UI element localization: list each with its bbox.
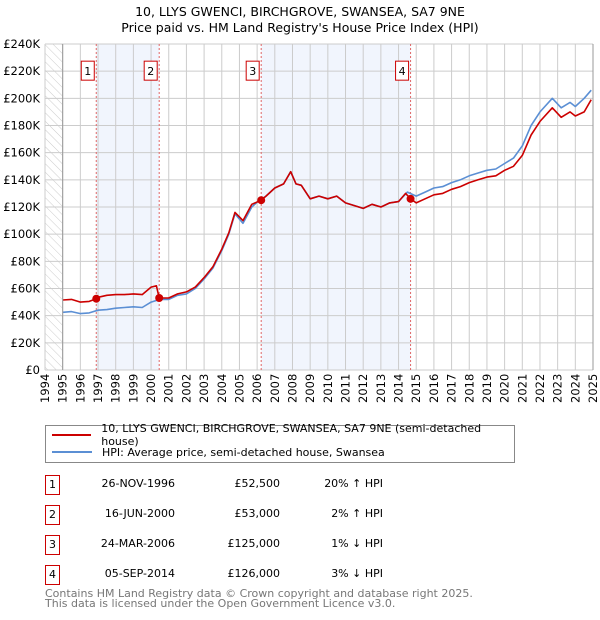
- chart-title: 10, LLYS GWENCI, BIRCHGROVE, SWANSEA, SA…: [135, 4, 465, 19]
- sale-label-box: [80, 60, 95, 81]
- x-tick-label: 2007: [268, 374, 282, 403]
- table-row: 3 24-MAR-2006 £125,000 1% ↓ HPI: [45, 535, 445, 555]
- transaction-number: 4: [45, 565, 60, 585]
- table-row: 4 05-SEP-2014 £126,000 3% ↓ HPI: [45, 565, 445, 585]
- sale-point: [406, 194, 415, 203]
- x-tick-label: 2001: [162, 374, 176, 403]
- transaction-hpi: 1% ↓ HPI: [331, 537, 383, 550]
- transaction-date: 24-MAR-2006: [100, 537, 175, 550]
- sale-label-number: 3: [249, 65, 256, 78]
- transaction-price: £52,500: [234, 477, 281, 490]
- x-tick-label: 2019: [480, 374, 494, 403]
- price-paid-line: [62, 99, 592, 303]
- transaction-price: £125,000: [227, 537, 281, 550]
- y-tick-label: £60K: [11, 282, 41, 296]
- transaction-number: 3: [45, 535, 60, 555]
- price-chart: 1994 1995 1996 1997 1998 1999 2000 2001 2002 2003…: [3, 37, 600, 403]
- x-tick-label: 2018: [462, 374, 476, 403]
- x-tick-label: 2008: [285, 374, 299, 403]
- legend-swatch-red: [52, 434, 92, 436]
- transaction-date: 16-JUN-2000: [104, 507, 175, 520]
- sale-label-number: 4: [399, 65, 406, 78]
- x-tick-label: 1999: [126, 374, 140, 403]
- x-tick-label: 2009: [303, 374, 317, 403]
- footer-copyright: Contains HM Land Registry data © Crown c…: [45, 587, 473, 600]
- x-tick-label: 2003: [197, 374, 211, 403]
- x-tick-label: 2013: [374, 374, 388, 403]
- x-tick-label: 1996: [73, 374, 87, 403]
- x-tick-label: 2004: [215, 374, 229, 403]
- x-tick-label: 2015: [409, 374, 423, 403]
- y-tick-label: £80K: [11, 254, 41, 268]
- transaction-hpi: 2% ↑ HPI: [331, 507, 383, 520]
- x-tick-label: 2017: [445, 374, 459, 403]
- legend-label: HPI: Average price, semi-detached house,…: [102, 445, 385, 459]
- x-tick-label: 2012: [356, 374, 370, 403]
- x-tick-label: 2005: [232, 374, 246, 403]
- x-tick-label: 2023: [551, 374, 565, 403]
- transaction-number: 1: [45, 475, 60, 495]
- x-tick-label: 1997: [91, 374, 105, 403]
- y-tick-label: £40K: [11, 309, 41, 323]
- x-tick-label: 2006: [250, 374, 264, 403]
- x-tick-label: 2002: [179, 374, 193, 403]
- sale-label-number: 2: [147, 65, 154, 78]
- transaction-hpi: 3% ↓ HPI: [331, 567, 383, 580]
- legend: 10, LLYS GWENCI, BIRCHGROVE, SWANSEA, SA…: [45, 422, 515, 463]
- transaction-date: 05-SEP-2014: [104, 567, 175, 580]
- sale-label-box: [245, 60, 260, 81]
- transaction-hpi: 20% ↑ HPI: [324, 477, 383, 490]
- sale-label-box: [143, 60, 158, 81]
- x-tick-label: 1998: [109, 374, 123, 403]
- sale-point: [92, 294, 101, 303]
- transaction-price: £126,000: [227, 567, 281, 580]
- y-tick-label: £140K: [3, 173, 40, 187]
- x-tick-label: 2000: [144, 374, 158, 403]
- legend-item-hpi: HPI: Average price, semi-detached house,…: [52, 444, 385, 460]
- sale-label-box: [395, 60, 410, 81]
- legend-item-price-paid: 10, LLYS GWENCI, BIRCHGROVE, SWANSEA, SA…: [52, 422, 514, 448]
- y-tick-label: £20K: [11, 336, 41, 350]
- table-row: 2 16-JUN-2000 £53,000 2% ↑ HPI: [45, 505, 445, 525]
- y-tick-label: £100K: [3, 227, 40, 241]
- x-tick-label: 1994: [38, 374, 52, 403]
- x-tick-label: 2022: [533, 374, 547, 403]
- x-tick-label: 2024: [568, 374, 582, 403]
- y-tick-label: £120K: [3, 200, 40, 214]
- legend-swatch-blue: [52, 451, 92, 453]
- sale-label-number: 1: [84, 65, 91, 78]
- table-row: 1 26-NOV-1996 £52,500 20% ↑ HPI: [45, 475, 445, 495]
- x-tick-label: 2021: [515, 374, 529, 403]
- x-tick-label: 2016: [427, 374, 441, 403]
- y-tick-label: £200K: [3, 91, 40, 105]
- transaction-date: 26-NOV-1996: [101, 477, 175, 490]
- x-tick-label: 2011: [339, 374, 353, 403]
- x-tick-label: 2014: [392, 374, 406, 403]
- sale-point: [257, 196, 266, 205]
- y-tick-label: £240K: [3, 37, 40, 51]
- x-tick-label: 2010: [321, 374, 335, 403]
- x-tick-label: 2020: [498, 374, 512, 403]
- transaction-price: £53,000: [234, 507, 281, 520]
- footer: Contains HM Land Registry data © Crown c…: [45, 587, 473, 610]
- x-tick-label: 1995: [56, 374, 70, 403]
- chart-subtitle: Price paid vs. HM Land Registry's House …: [121, 20, 479, 35]
- y-tick-label: £180K: [3, 119, 40, 133]
- y-tick-label: £220K: [3, 64, 40, 78]
- x-tick-label: 2025: [586, 374, 600, 403]
- legend-label: 10, LLYS GWENCI, BIRCHGROVE, SWANSEA, SA…: [101, 422, 482, 448]
- sale-point: [155, 294, 164, 303]
- footer-licence: This data is licensed under the Open Gov…: [45, 597, 396, 610]
- y-tick-label: £0: [25, 363, 40, 377]
- y-tick-label: £160K: [3, 146, 40, 160]
- transaction-number: 2: [45, 505, 60, 525]
